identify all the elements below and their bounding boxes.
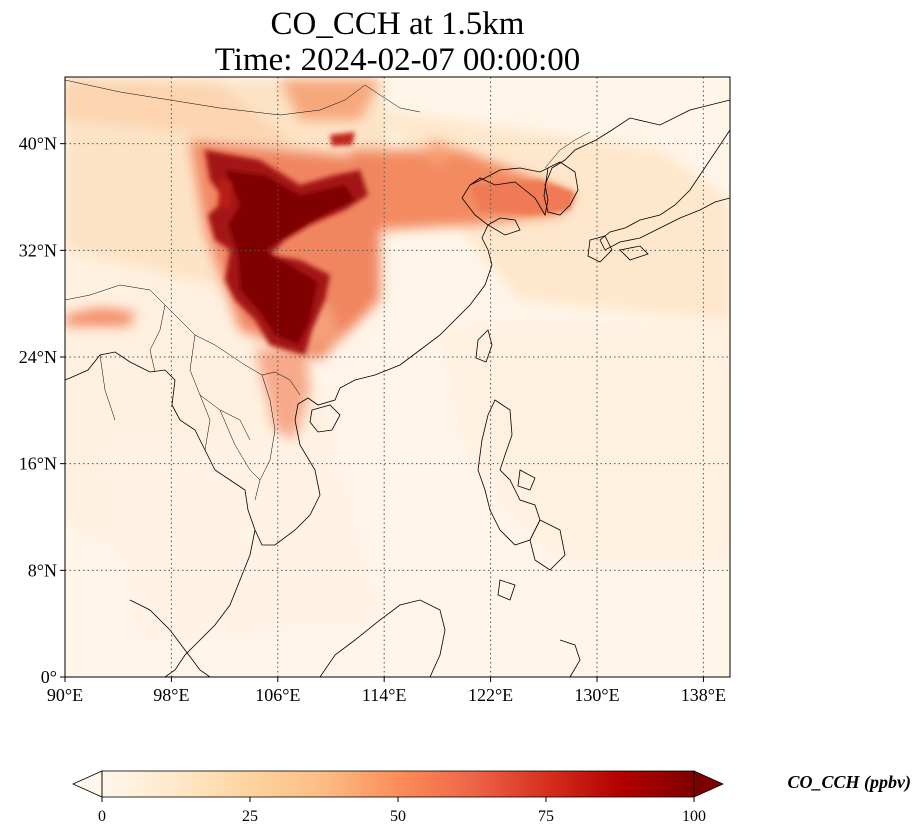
concentration-field xyxy=(65,80,730,640)
y-tick-label: 24°N xyxy=(19,347,57,367)
x-tick-label: 90°E xyxy=(47,685,83,705)
x-tick-label: 138°E xyxy=(681,685,726,705)
x-tick-label: 130°E xyxy=(574,685,619,705)
x-tick-label: 122°E xyxy=(468,685,513,705)
map-plot-area xyxy=(65,77,730,677)
colorbar-extend-high xyxy=(693,770,724,798)
map-title-line-1: CO_CCH at 1.5km xyxy=(270,6,525,42)
colorbar-ticks: 0 25 50 75 100 xyxy=(98,797,706,825)
korea-plume xyxy=(470,180,575,215)
x-tick-label: 98°E xyxy=(153,685,189,705)
y-tick-label: 32°N xyxy=(19,240,57,260)
colorbar-tick-label: 25 xyxy=(242,808,258,825)
colorbar-tick-label: 50 xyxy=(390,808,406,825)
colorbar-gradient xyxy=(102,771,694,797)
y-tick-label: 40°N xyxy=(19,134,57,154)
y-tick-label: 0° xyxy=(41,667,57,687)
y-tick-label: 8°N xyxy=(28,560,57,580)
graticule xyxy=(65,77,730,677)
map-title-line-2: Time: 2024-02-07 00:00:00 xyxy=(214,42,581,78)
map-frame xyxy=(64,76,731,678)
longitude-ticks: 90°E 98°E 106°E 114°E 122°E 130°E 138°E xyxy=(47,677,726,705)
y-tick-label: 16°N xyxy=(19,454,57,474)
colorbar-tick-label: 0 xyxy=(98,808,106,825)
high-concentration-core xyxy=(205,132,368,355)
country-borders xyxy=(65,79,591,501)
colorbar-label: CO_CCH (ppbv) xyxy=(788,772,912,793)
latitude-ticks: 0° 8°N 16°N 24°N 32°N 40°N xyxy=(19,134,65,687)
x-tick-label: 106°E xyxy=(255,685,300,705)
colorbar-tick-label: 75 xyxy=(538,808,554,825)
colorbar-tick-label: 100 xyxy=(682,808,706,825)
coastlines xyxy=(65,99,730,677)
colorbar: 0 25 50 75 100 CO_CCH (ppbv) xyxy=(72,770,912,825)
x-tick-label: 114°E xyxy=(362,685,407,705)
colorbar-extend-low xyxy=(72,770,103,798)
